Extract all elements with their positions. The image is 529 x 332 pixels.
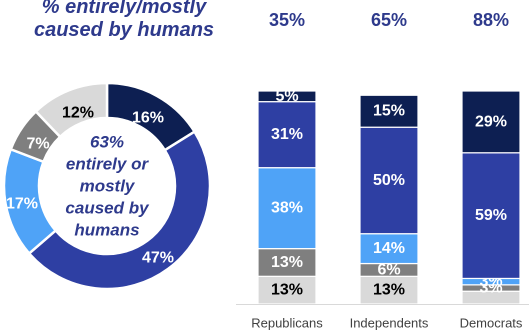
bar-segment-label: 5% — [275, 88, 298, 105]
bar-segment — [359, 126, 419, 235]
bar-segment-label: 15% — [373, 103, 405, 120]
bar-segment-label: 13% — [271, 254, 303, 271]
bar-segment-label: 38% — [271, 200, 303, 217]
donut-center-label: mostly — [80, 177, 136, 196]
title-line-1: % entirely/mostly — [41, 0, 207, 18]
bar-segment — [257, 90, 317, 103]
bar-segment-label: 6% — [377, 261, 400, 278]
bar-segment-label: 14% — [373, 240, 405, 257]
bar-segment-label: 13% — [373, 282, 405, 299]
bar-segment-label: 50% — [373, 172, 405, 189]
bar-segment — [359, 233, 419, 265]
x-tick-label: Democrats — [460, 316, 523, 331]
donut-slice — [27, 129, 212, 291]
donut-center-label: 63% — [90, 133, 124, 152]
bar-segment-label: 59% — [475, 207, 507, 224]
bar-segment — [359, 94, 419, 128]
bar-header-value: 65% — [371, 10, 407, 30]
bar-segment — [461, 90, 521, 154]
donut-center-label: caused by — [65, 199, 150, 218]
donut-slice-label: 17% — [6, 196, 38, 213]
x-tick-label: Independents — [350, 316, 429, 331]
bar-header-value: 88% — [473, 10, 509, 30]
donut-center-label: entirely or — [66, 155, 150, 174]
donut-slice — [34, 81, 109, 139]
x-tick-label: Republicans — [251, 316, 323, 331]
chart-title: % entirely/mostly caused by humans — [4, 0, 244, 42]
donut-slice-label: 16% — [132, 110, 164, 127]
bar-segment-label: 31% — [271, 126, 303, 143]
bar-segment-label: 13% — [271, 282, 303, 299]
donut-center-label: humans — [74, 221, 139, 240]
donut-slice-label: 12% — [62, 105, 94, 122]
donut-slice-label: 7% — [26, 136, 49, 153]
donut-slice-label: 47% — [142, 250, 174, 267]
bar-segment-label: 29% — [475, 113, 507, 130]
bar-header-value: 35% — [269, 10, 305, 30]
title-line-2: caused by humans — [33, 19, 215, 41]
